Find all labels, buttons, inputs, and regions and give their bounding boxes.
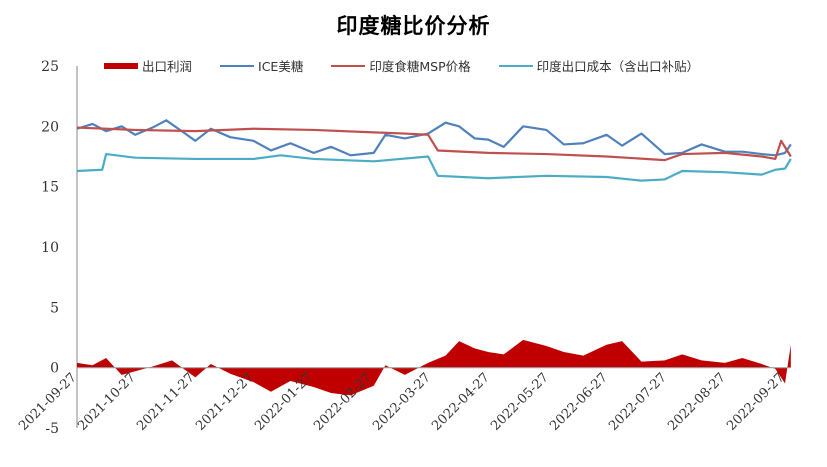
- ice-sugar-line: [76, 119, 792, 157]
- x-tick-label: 2022-05-27: [488, 370, 552, 434]
- chart-title: 印度糖比价分析: [336, 14, 491, 38]
- legend-swatch-line-icon: [498, 64, 533, 67]
- y-tick-label: 20: [41, 119, 59, 135]
- legend-label: 出口利润: [142, 59, 193, 74]
- export-cost-line: [76, 152, 792, 182]
- legend-swatch-line-icon: [331, 64, 366, 67]
- y-tick-label: 25: [41, 59, 59, 75]
- x-tick-label: 2022-09-27: [724, 370, 788, 434]
- x-tick-label: 2022-03-27: [370, 370, 434, 434]
- legend-item-ice-sugar: ICE美糖: [220, 56, 303, 75]
- legend-swatch-line-icon: [220, 64, 255, 67]
- legend-swatch-bar-icon: [104, 62, 138, 69]
- y-tick-label: 5: [50, 300, 59, 316]
- legend-item-export-profit: 出口利润: [104, 56, 192, 75]
- x-tick-label: 2022-08-27: [665, 370, 729, 434]
- msp-price-line: [76, 126, 792, 162]
- y-tick-label: 15: [41, 180, 59, 196]
- legend-label: ICE美糖: [258, 59, 304, 74]
- chart-legend: 出口利润 ICE美糖 印度食糖MSP价格 印度出口成本（含出口补贴）: [104, 56, 727, 75]
- x-tick-label: 2021-12-27: [193, 370, 257, 434]
- x-tick-label: 2021-10-27: [75, 370, 139, 434]
- legend-label: 印度食糖MSP价格: [369, 59, 471, 74]
- y-tick-label: 10: [41, 240, 59, 256]
- x-tick-label: 2022-06-27: [547, 370, 611, 434]
- y-tick-label: 0: [50, 361, 59, 377]
- y-tick-label: -5: [45, 421, 59, 437]
- x-tick-label: 2022-04-27: [429, 370, 493, 434]
- legend-label: 印度出口成本（含出口补贴）: [536, 59, 700, 74]
- x-tick-label: 2022-07-27: [606, 370, 670, 434]
- legend-item-export-cost: 印度出口成本（含出口补贴）: [498, 56, 700, 75]
- legend-item-msp-price: 印度食糖MSP价格: [331, 56, 471, 75]
- export-profit-area: [77, 339, 791, 396]
- x-tick-label: 2021-11-27: [134, 370, 198, 434]
